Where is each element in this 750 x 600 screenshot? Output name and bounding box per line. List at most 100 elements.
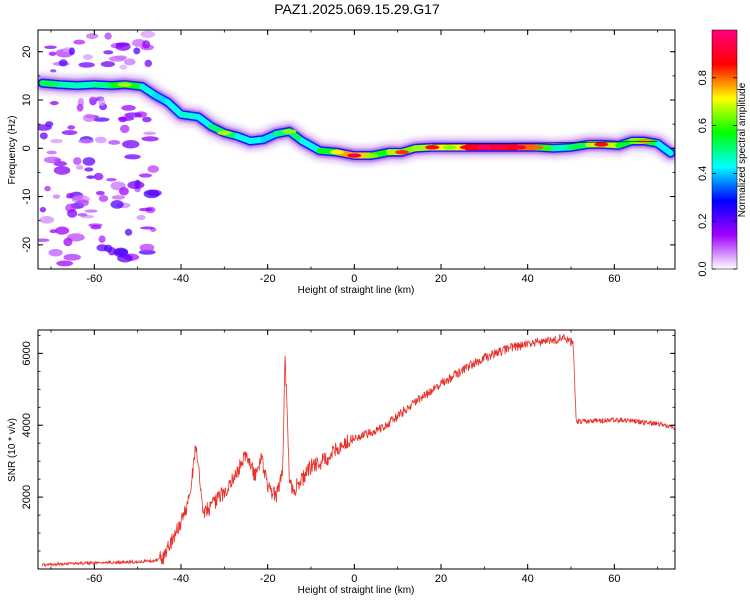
ridge-hotspot xyxy=(460,145,474,150)
noise-blob xyxy=(117,254,133,263)
noise-blob xyxy=(98,195,109,202)
noise-blob xyxy=(86,175,95,179)
x-tick-label: 0 xyxy=(351,273,357,285)
noise-blob xyxy=(141,136,159,142)
x-tick-label: -40 xyxy=(173,573,189,585)
ridge-hotspot xyxy=(117,82,132,87)
x-tick-label: 20 xyxy=(435,573,447,585)
spectrogram-panel: -60 -40 -20 0 20 40 60 -20 -10 0 10 20 Height of st… xyxy=(7,29,676,296)
noise-blob xyxy=(139,243,155,252)
noise-blob xyxy=(55,226,70,235)
noise-blob xyxy=(49,101,59,106)
noise-blob xyxy=(117,116,135,121)
ridge-hotspot xyxy=(364,153,379,158)
noise-blob xyxy=(85,33,99,40)
colorbar-label: Normalized spectral amplitude xyxy=(737,82,748,217)
spectrogram-xlabel: Height of straight line (km) xyxy=(298,285,415,296)
noise-blob xyxy=(143,131,157,135)
noise-blob xyxy=(48,51,57,56)
ridge-edge-line xyxy=(432,141,658,145)
x-tick-label: 60 xyxy=(608,273,620,285)
noise-blob xyxy=(124,112,142,118)
noise-blob xyxy=(82,113,96,123)
noise-blob xyxy=(90,225,102,230)
ridge-hotspot xyxy=(217,130,232,136)
noise-blob xyxy=(52,194,61,199)
colorbar: 0.0 0.2 0.4 0.6 0.8 Normalized spectral ampl… xyxy=(697,29,748,277)
noise-blob xyxy=(92,117,110,122)
noise-blob xyxy=(127,180,145,190)
noise-blob xyxy=(124,58,136,66)
colorbar-tick-label: 0.8 xyxy=(697,70,709,85)
noise-blob xyxy=(75,165,84,170)
noise-blob xyxy=(147,165,159,173)
noise-blob xyxy=(119,64,128,70)
ridge-hotspot xyxy=(529,145,544,150)
noise-blob xyxy=(93,172,104,181)
noise-blob xyxy=(124,228,133,236)
noise-blob xyxy=(63,253,81,261)
colorbar-ticks: 0.0 0.2 0.4 0.6 0.8 xyxy=(697,70,737,277)
snr-frame xyxy=(37,329,676,570)
x-tick-label: -60 xyxy=(86,273,102,285)
noise-blob xyxy=(110,200,124,209)
noise-blob xyxy=(44,45,57,49)
noise-blob xyxy=(61,130,78,136)
ridge-hotspot xyxy=(594,142,609,147)
noise-blob xyxy=(73,157,82,165)
noise-blob xyxy=(98,98,106,107)
noise-blob xyxy=(115,42,131,51)
noise-blob xyxy=(142,116,152,123)
noise-blob xyxy=(82,54,93,61)
noise-blob xyxy=(143,189,160,199)
noise-blob xyxy=(84,167,94,172)
noise-blob xyxy=(82,157,96,166)
spectrogram-ylabel: Frequency (Hz) xyxy=(7,116,18,185)
noise-blob xyxy=(73,39,86,45)
noise-blob xyxy=(77,213,88,217)
noise-blob xyxy=(114,55,128,60)
noise-blob xyxy=(66,192,74,199)
x-tick-label: 20 xyxy=(435,273,447,285)
x-tick-label: -60 xyxy=(86,573,102,585)
noise-blob xyxy=(49,229,57,234)
snr-series-line xyxy=(41,334,675,567)
spectrogram-axes: -60 -40 -20 0 20 40 60 -20 -10 0 10 20 xyxy=(21,30,675,285)
y-tick-label: 20 xyxy=(21,46,33,58)
noise-blob xyxy=(78,62,95,68)
y-tick-label: 4000 xyxy=(21,413,33,437)
x-tick-label: 0 xyxy=(351,573,357,585)
noise-blob xyxy=(78,138,95,144)
noise-blob xyxy=(39,206,47,213)
ridge-hotspot xyxy=(442,145,457,150)
y-tick-label: 0 xyxy=(21,145,33,151)
y-tick-label: -20 xyxy=(21,237,33,253)
noise-blob xyxy=(39,132,48,140)
y-tick-label: 10 xyxy=(21,94,33,106)
x-tick-label: 40 xyxy=(522,273,534,285)
snr-ylabel: SNR (10 * v/v) xyxy=(7,418,18,482)
noise-blob xyxy=(103,50,114,55)
noise-blob xyxy=(67,125,75,130)
noise-blob xyxy=(44,185,51,192)
colorbar-tick-label: 0.2 xyxy=(697,214,709,229)
ridge-hotspot xyxy=(347,153,362,158)
noise-blob xyxy=(94,136,107,144)
x-tick-label: -20 xyxy=(260,573,276,585)
ridge-hotspot xyxy=(494,145,509,150)
noise-blob xyxy=(50,138,63,144)
noise-blob xyxy=(89,96,98,106)
noise-blob xyxy=(48,248,63,257)
noise-blob xyxy=(113,247,129,256)
spectrogram-frame xyxy=(37,29,676,270)
noise-blob xyxy=(144,59,152,68)
spectrogram-marks xyxy=(38,30,675,267)
noise-blob xyxy=(120,124,130,134)
noise-blob xyxy=(140,226,155,230)
x-tick-label: 60 xyxy=(608,573,620,585)
noise-blob xyxy=(63,237,73,247)
noise-blob xyxy=(100,61,115,68)
noise-blob xyxy=(67,209,78,218)
y-tick-label: 2000 xyxy=(21,485,33,509)
chart-title: PAZ1.2025.069.15.29.G17 xyxy=(274,1,440,17)
